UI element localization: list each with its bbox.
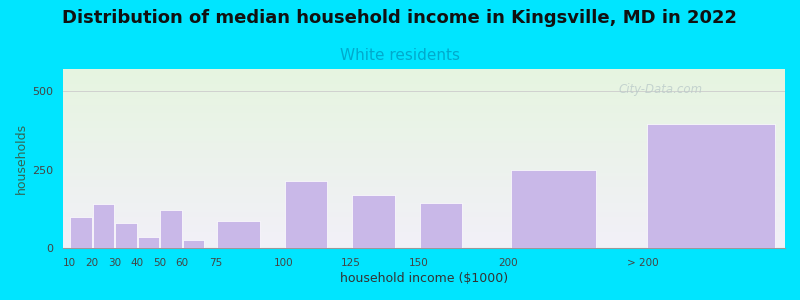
Bar [160, 210, 182, 248]
Bar [217, 221, 260, 248]
Text: Distribution of median household income in Kingsville, MD in 2022: Distribution of median household income … [62, 9, 738, 27]
Bar [138, 237, 159, 248]
Bar [510, 170, 596, 248]
Bar [352, 195, 394, 248]
Y-axis label: households: households [15, 123, 28, 194]
Bar [182, 240, 204, 248]
Bar [70, 217, 92, 248]
Bar [93, 204, 114, 248]
X-axis label: household income ($1000): household income ($1000) [340, 272, 508, 285]
Text: White residents: White residents [340, 48, 460, 63]
Bar [419, 202, 462, 248]
Bar [115, 223, 137, 248]
Text: City-Data.com: City-Data.com [619, 83, 703, 96]
Bar [646, 124, 775, 248]
Bar [285, 181, 327, 248]
